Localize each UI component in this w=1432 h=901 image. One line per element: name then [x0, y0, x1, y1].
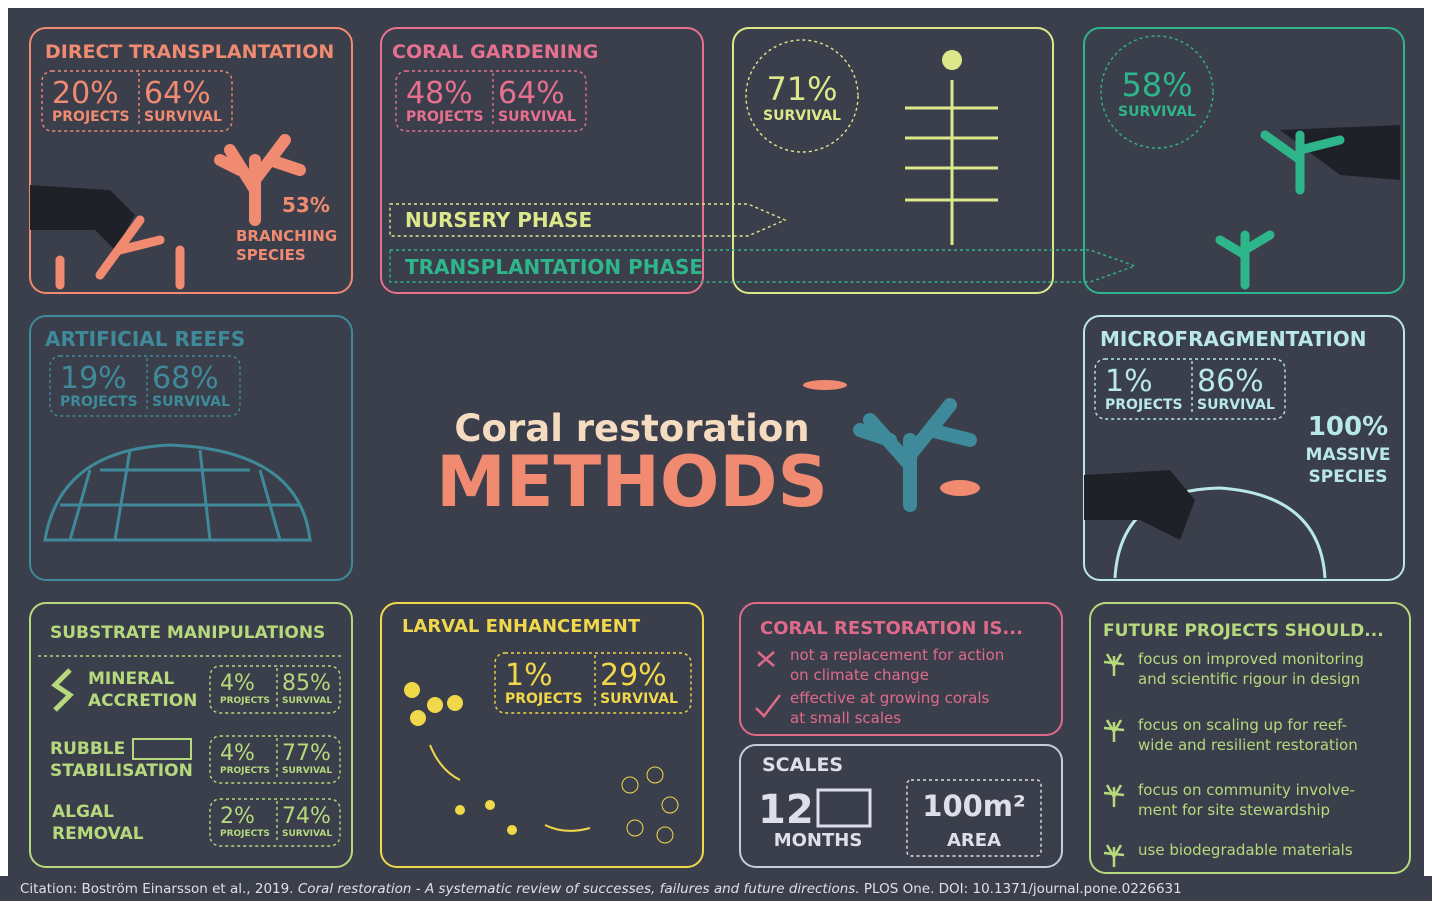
- phase-label: TRANSPLANTATION PHASE: [405, 255, 703, 279]
- scale-label: AREA: [947, 830, 1001, 851]
- panel-title: CORAL GARDENING: [392, 41, 598, 63]
- panel-title: MICROFRAGMENTATION: [1100, 327, 1367, 351]
- row-name: STABILISATION: [50, 761, 193, 781]
- panel-title: FUTURE PROJECTS SHOULD...: [1103, 621, 1384, 641]
- stat-label: SURVIVAL: [144, 109, 222, 125]
- stat-label: PROJECTS: [52, 109, 130, 125]
- stat-value: 29%: [600, 658, 667, 693]
- stat-value: 86%: [1197, 364, 1264, 399]
- label: BRANCHING: [236, 227, 337, 245]
- citation: Citation: Boström Einarsson et al., 2019…: [20, 881, 1182, 897]
- stat-label: SURVIVAL: [282, 829, 332, 839]
- stat-label: SURVIVAL: [763, 108, 841, 124]
- fish: [940, 480, 980, 496]
- buoy: [942, 50, 962, 70]
- stat-label: SURVIVAL: [282, 766, 332, 776]
- stat-label: PROJECTS: [220, 766, 270, 776]
- item-text: focus on improved monitoring: [1138, 650, 1364, 668]
- stat-value: 4%: [220, 741, 255, 766]
- panel-title: SCALES: [762, 754, 843, 776]
- item-text: effective at growing corals: [790, 689, 990, 707]
- citation-title: Coral restoration - A systematic review …: [298, 881, 860, 897]
- item-text: ment for site stewardship: [1138, 801, 1330, 819]
- stat-label: PROJECTS: [60, 394, 138, 410]
- row-name: RUBBLE: [50, 739, 125, 759]
- stat-value: 77%: [282, 741, 331, 766]
- citation-text: PLOS One. DOI: 10.1371/journal.pone.0226…: [860, 881, 1182, 897]
- stat-value: 48%: [406, 76, 473, 111]
- stat-label: SURVIVAL: [498, 109, 576, 125]
- row-name: ALGAL: [52, 802, 114, 822]
- panel-title: ARTIFICIAL REEFS: [45, 327, 245, 351]
- label: 100%: [1308, 412, 1388, 442]
- item-text: on climate change: [790, 666, 929, 684]
- stat-value: 71%: [766, 70, 837, 108]
- stat-value: 20%: [52, 76, 119, 111]
- stat-value: 4%: [220, 671, 255, 696]
- label: SPECIES: [236, 246, 306, 264]
- panel-title: CORAL RESTORATION IS...: [760, 618, 1023, 639]
- stat-value: 2%: [220, 804, 255, 829]
- scale-label: MONTHS: [774, 830, 863, 851]
- stat-value: 64%: [144, 76, 211, 111]
- stat-label: SURVIVAL: [1118, 104, 1196, 120]
- stat-label: PROJECTS: [406, 109, 484, 125]
- item-text: wide and resilient restoration: [1138, 736, 1358, 754]
- stat-value: 1%: [505, 658, 553, 693]
- stat-value: 68%: [152, 361, 219, 396]
- scale-value: 12: [758, 787, 814, 833]
- stat-value: 64%: [498, 76, 565, 111]
- stat-value: 58%: [1121, 66, 1192, 104]
- panel-title: LARVAL ENHANCEMENT: [402, 616, 641, 637]
- stat-value: 74%: [282, 804, 331, 829]
- label: MASSIVE: [1306, 445, 1391, 465]
- stat-label: SURVIVAL: [1197, 397, 1275, 413]
- label: SPECIES: [1309, 467, 1388, 487]
- main-title: METHODS: [436, 441, 828, 523]
- stat-value: 85%: [282, 671, 331, 696]
- row-name: ACCRETION: [88, 691, 197, 711]
- item-text: focus on community involve-: [1138, 781, 1355, 799]
- item-text: focus on scaling up for reef-: [1138, 716, 1347, 734]
- item-text: and scientific rigour in design: [1138, 670, 1360, 688]
- stat-label: PROJECTS: [220, 696, 270, 706]
- row-name: MINERAL: [88, 669, 174, 689]
- item-text: use biodegradable materials: [1138, 841, 1353, 859]
- stat-label: PROJECTS: [220, 829, 270, 839]
- stat-label: SURVIVAL: [152, 394, 230, 410]
- stat-value: 19%: [60, 361, 127, 396]
- stat-label: PROJECTS: [505, 691, 583, 707]
- panel-title: DIRECT TRANSPLANTATION: [45, 41, 334, 63]
- item-text: at small scales: [790, 709, 901, 727]
- fish: [803, 380, 847, 390]
- stat-value: 1%: [1105, 364, 1153, 399]
- label: 53%: [282, 193, 330, 217]
- stat-label: SURVIVAL: [600, 691, 678, 707]
- row-name: REMOVAL: [52, 824, 144, 844]
- panel-title: SUBSTRATE MANIPULATIONS: [50, 623, 325, 643]
- citation-text: Citation: Boström Einarsson et al., 2019…: [20, 881, 298, 897]
- phase-label: NURSERY PHASE: [405, 208, 592, 232]
- stat-label: SURVIVAL: [282, 696, 332, 706]
- scale-value: 100m²: [922, 789, 1025, 823]
- infographic: DIRECT TRANSPLANTATION20%PROJECTS64%SURV…: [0, 0, 1432, 901]
- item-text: not a replacement for action: [790, 646, 1004, 664]
- stat-label: PROJECTS: [1105, 397, 1183, 413]
